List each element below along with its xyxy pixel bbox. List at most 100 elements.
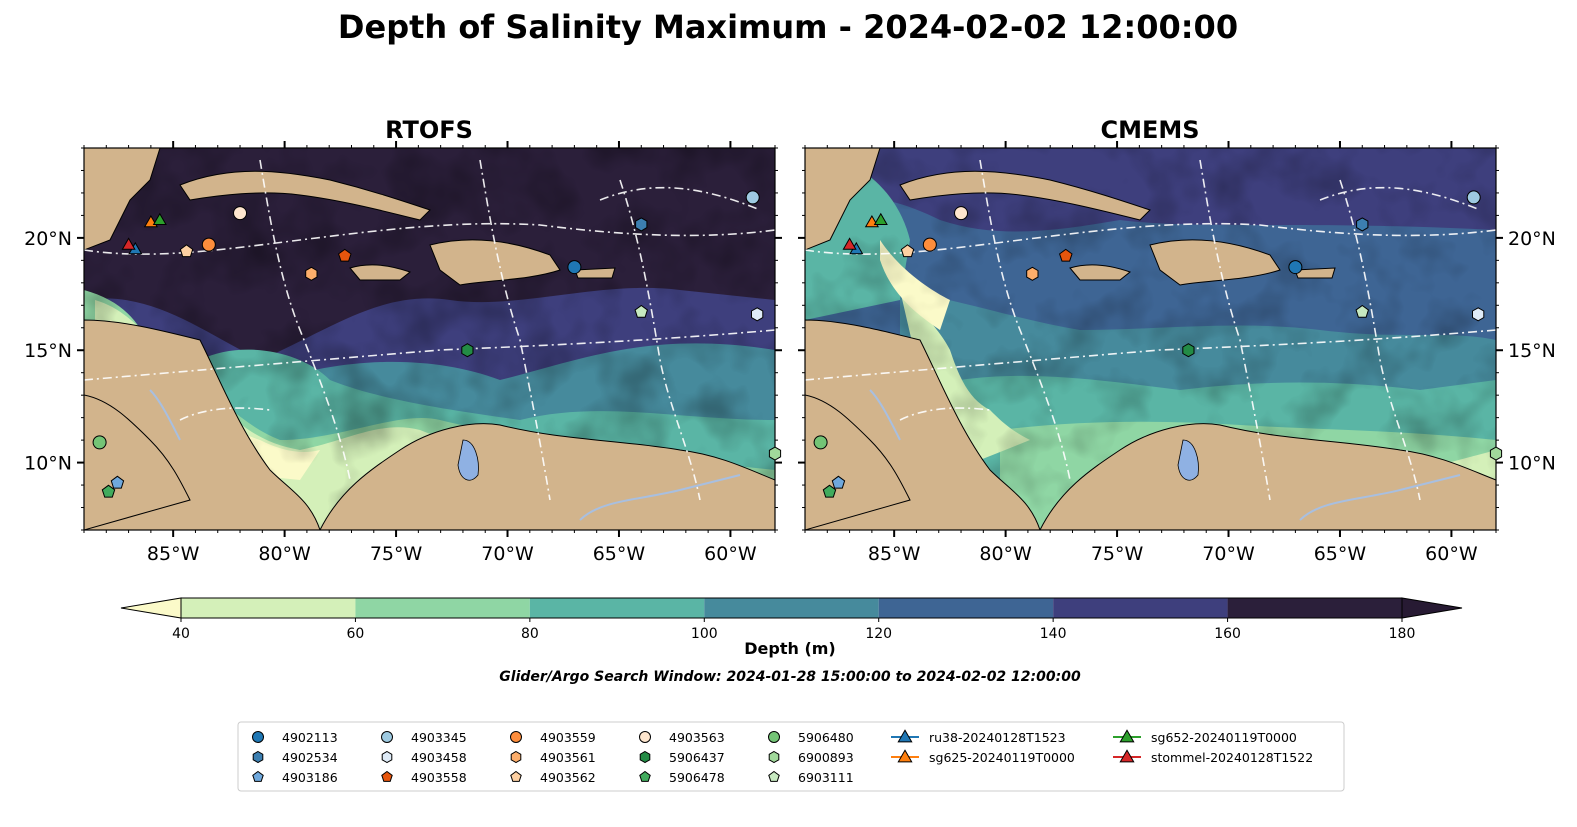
legend-marker-4903562 bbox=[510, 770, 522, 782]
platform-marker-5906437 bbox=[1182, 343, 1195, 358]
platform-marker-sg652-20240119T0000 bbox=[152, 212, 167, 225]
legend-label: 5906437 bbox=[669, 750, 725, 765]
legend-label: 4903562 bbox=[540, 770, 596, 785]
lat-tick-label: 20°N bbox=[1508, 228, 1556, 250]
platform-marker-4903458 bbox=[1472, 307, 1485, 322]
platform-marker-4903559 bbox=[922, 237, 937, 252]
depth-field-cmems bbox=[805, 148, 1496, 530]
legend-marker-4903559 bbox=[510, 731, 522, 743]
lon-tick-label: 65°W bbox=[1314, 543, 1367, 565]
lon-tick-label: 80°W bbox=[979, 543, 1032, 565]
platform-marker-4903345 bbox=[1466, 190, 1481, 205]
platform-marker-stommel-20240128T1522 bbox=[842, 237, 857, 250]
legend-marker-4902113 bbox=[252, 731, 264, 743]
legend-marker-5906478 bbox=[639, 770, 651, 782]
legend-label: 4903561 bbox=[540, 750, 596, 765]
platform-marker-4902534 bbox=[1356, 217, 1369, 232]
colorbar-tick-label: 140 bbox=[1040, 626, 1067, 642]
legend-marker-stommel-20240128T1522 bbox=[1119, 749, 1135, 763]
colorbar-tick-label: 60 bbox=[347, 626, 365, 642]
platform-marker-sg652-20240119T0000 bbox=[873, 212, 888, 225]
platform-marker-4903186 bbox=[110, 475, 125, 489]
lon-tick-label: 75°W bbox=[370, 543, 423, 565]
platform-marker-5906480 bbox=[813, 435, 828, 450]
legend-marker-ru38-20240128T1523 bbox=[897, 729, 913, 743]
lon-tick-label: 70°W bbox=[1202, 543, 1255, 565]
platform-marker-6900893 bbox=[768, 446, 782, 461]
legend-label: 4903345 bbox=[411, 730, 467, 745]
lon-tick-label: 60°W bbox=[1425, 543, 1478, 565]
lon-tick-label: 85°W bbox=[868, 543, 921, 565]
colorbar-extend-over bbox=[1401, 597, 1463, 619]
lon-tick-label: 85°W bbox=[147, 543, 200, 565]
colorbar-extend-under bbox=[120, 597, 182, 619]
legend-marker-4903345 bbox=[381, 731, 393, 743]
platform-marker-4903561 bbox=[1026, 266, 1039, 281]
legend-marker-4902534 bbox=[252, 750, 264, 764]
colorbar-label: Depth (m) bbox=[744, 639, 836, 658]
colorbar-segment bbox=[1053, 598, 1228, 618]
legend-marker-sg652-20240119T0000 bbox=[1119, 729, 1135, 743]
colorbar-tick-label: 120 bbox=[865, 626, 892, 642]
platform-marker-4903186 bbox=[831, 475, 846, 489]
platform-marker-4903561 bbox=[305, 266, 318, 281]
legend-marker-5906437 bbox=[639, 750, 651, 764]
legend-label: 4903563 bbox=[669, 730, 725, 745]
axis-ticks-cmems: 85°W 80°W 75°W 70°W 65°W 60°W 10°N 15°N 20°N bbox=[798, 141, 1556, 565]
legend-label: 4903558 bbox=[411, 770, 467, 785]
legend-marker-sg625-20240119T0000 bbox=[897, 749, 913, 763]
colorbar-outline bbox=[180, 597, 1403, 619]
legend-marker-4903561 bbox=[510, 750, 522, 764]
platform-marker-4903458 bbox=[751, 307, 764, 322]
colorbar: 40 60 80 100 120 140 160 180 bbox=[120, 597, 1463, 642]
legend-label: 5906480 bbox=[798, 730, 854, 745]
legend-marker-5906480 bbox=[768, 731, 780, 743]
legend-marker-4903563 bbox=[639, 731, 651, 743]
platform-marker-4902534 bbox=[635, 217, 648, 232]
lat-tick-label: 20°N bbox=[24, 228, 72, 250]
colorbar-tick-label: 40 bbox=[172, 626, 190, 642]
search-window-note: Glider/Argo Search Window: 2024-01-28 15… bbox=[499, 669, 1081, 685]
platform-marker-4903559 bbox=[201, 237, 216, 252]
colorbar-segment bbox=[704, 598, 879, 618]
lat-tick-label: 10°N bbox=[1508, 453, 1556, 475]
lon-tick-label: 60°W bbox=[704, 543, 757, 565]
colorbar-segment bbox=[181, 598, 356, 618]
legend-marker-4903558 bbox=[381, 770, 393, 782]
depth-field-rtofs bbox=[84, 148, 775, 530]
legend-marker-4903458 bbox=[381, 750, 393, 764]
colorbar-segment bbox=[355, 598, 530, 618]
map-panel-cmems: CMEMS bbox=[798, 116, 1556, 565]
map-panel-rtofs: RTOFS bbox=[24, 116, 782, 565]
platform-marker-4903345 bbox=[745, 190, 760, 205]
lon-tick-label: 75°W bbox=[1091, 543, 1144, 565]
legend-label: stommel-20240128T1522 bbox=[1151, 750, 1313, 765]
platform-marker-4902113 bbox=[1288, 260, 1303, 275]
panel-title-rtofs: RTOFS bbox=[385, 116, 473, 144]
legend-label: sg625-20240119T0000 bbox=[929, 750, 1075, 765]
lon-tick-label: 65°W bbox=[593, 543, 646, 565]
axis-ticks-rtofs: 85°W 80°W 75°W 70°W 65°W 60°W 10°N 15°N 20°N bbox=[24, 141, 782, 565]
platform-marker-6903111 bbox=[634, 304, 648, 318]
legend-label: 4903186 bbox=[282, 770, 338, 785]
figure-title: Depth of Salinity Maximum - 2024-02-02 1… bbox=[338, 8, 1238, 46]
platform-marker-5906437 bbox=[461, 343, 474, 358]
platform-marker-4903563 bbox=[233, 206, 248, 221]
platform-marker-5906480 bbox=[92, 435, 107, 450]
legend-label: 6900893 bbox=[798, 750, 854, 765]
legend-label: 4902534 bbox=[282, 750, 338, 765]
platform-marker-4903558 bbox=[1059, 248, 1073, 262]
lat-tick-label: 15°N bbox=[24, 340, 72, 362]
lon-tick-label: 80°W bbox=[258, 543, 311, 565]
platform-marker-4902113 bbox=[567, 260, 582, 275]
legend-label: ru38-20240128T1523 bbox=[929, 730, 1066, 745]
platform-marker-4903563 bbox=[954, 206, 969, 221]
colorbar-tick-label: 100 bbox=[691, 626, 718, 642]
platform-marker-5906478 bbox=[822, 484, 837, 498]
legend-label: 6903111 bbox=[798, 770, 854, 785]
platform-marker-4903562 bbox=[179, 244, 194, 258]
lat-tick-label: 10°N bbox=[24, 453, 72, 475]
platform-markers-cmems bbox=[813, 190, 1503, 498]
legend-marker-6900893 bbox=[768, 750, 780, 764]
lon-tick-label: 70°W bbox=[481, 543, 534, 565]
